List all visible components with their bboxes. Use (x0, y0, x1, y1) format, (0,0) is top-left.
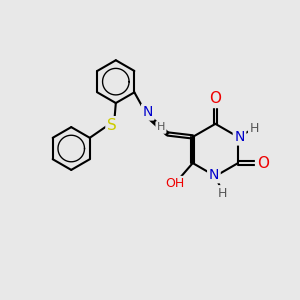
Text: H: H (157, 122, 165, 132)
Text: N: N (234, 130, 245, 144)
Text: H: H (218, 187, 227, 200)
Text: O: O (257, 156, 269, 171)
Text: S: S (107, 118, 117, 133)
Text: N: N (143, 105, 153, 119)
Text: OH: OH (165, 177, 184, 190)
Text: O: O (209, 92, 221, 106)
Text: N: N (209, 168, 219, 182)
Text: H: H (249, 122, 259, 134)
